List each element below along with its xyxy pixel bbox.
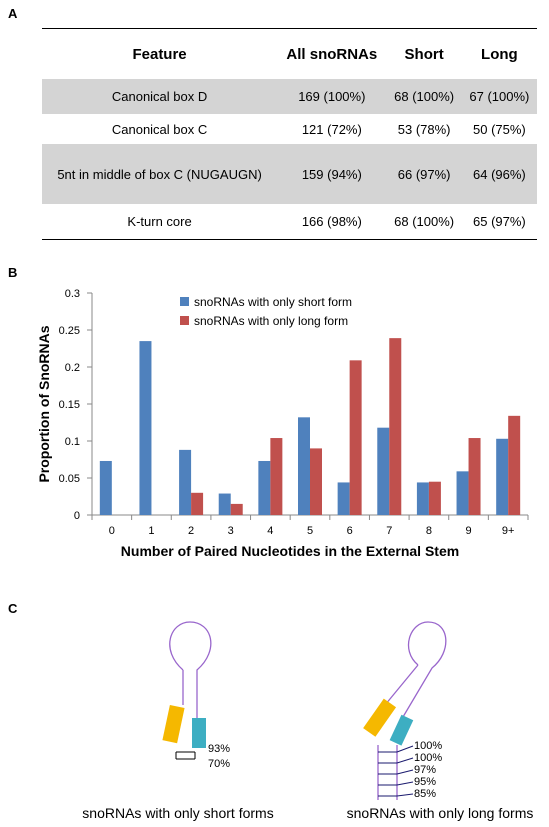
cell: 68 (100%) [386, 204, 462, 240]
row: Canonical box C 121 (72%) 53 (78%) 50 (7… [42, 114, 537, 144]
pair-label: 95% [414, 776, 436, 788]
hairpin-short [169, 621, 212, 718]
x-tick-label: 7 [386, 525, 392, 537]
cell: 159 (94%) [277, 144, 387, 204]
bar [99, 460, 112, 515]
row: Canonical box D 169 (100%) 68 (100%) 67 … [42, 79, 537, 114]
cell: 65 (97%) [461, 204, 537, 240]
pair-label: 97% [414, 764, 436, 776]
cell: Canonical box D [42, 79, 278, 114]
bar [230, 503, 243, 515]
x-axis-title: Number of Paired Nucleotides in the Exte… [121, 543, 459, 559]
header-row: Feature All snoRNAs Short Long [42, 28, 537, 79]
row: 5nt in middle of box C (NUGAUGN) 159 (94… [42, 144, 537, 204]
cell: 169 (100%) [277, 79, 387, 114]
cell: Canonical box C [111, 121, 208, 137]
stem-pairs [175, 751, 196, 760]
bar [139, 341, 152, 515]
panel-label: A [8, 6, 18, 21]
bar [218, 493, 231, 515]
y-tick-label: 0.25 [59, 325, 80, 337]
cell: 66 (97%) [386, 144, 462, 204]
pair-label: 100% [414, 740, 442, 752]
cell: K-turn core [42, 204, 278, 240]
x-tick-label: 1 [148, 525, 154, 537]
x-tick-label: 4 [267, 525, 273, 537]
caption: snoRNAs with only long forms [347, 805, 534, 821]
y-axis-title: Proportion of SnoRNAs [36, 325, 52, 482]
y-tick-label: 0.1 [65, 436, 80, 448]
bar [468, 438, 481, 515]
y-tick-label: 0.3 [65, 288, 80, 300]
bar [310, 448, 322, 515]
caption: snoRNAs with only short forms [82, 805, 273, 821]
legend-swatch [180, 297, 189, 306]
y-tick-label: 0 [74, 510, 80, 522]
x-tick-label: 3 [228, 525, 234, 537]
bar [337, 482, 350, 515]
pair-label: 70% [208, 758, 230, 770]
row: K-turn core 166 (98%) 68 (100%) 65 (97%) [42, 204, 537, 240]
cell: 5nt in middle of box C (NUGAUGN) [42, 144, 278, 204]
legend-label: snoRNAs with only short form [194, 295, 352, 309]
panel-label: B [8, 265, 17, 280]
cell: 64 (96%) [461, 144, 537, 204]
x-tick-label: 6 [347, 525, 353, 537]
bar [389, 338, 402, 515]
bar [377, 427, 390, 515]
bar [191, 492, 204, 515]
bar [270, 438, 283, 515]
pair-label: 93% [208, 743, 230, 755]
x-tick-label: 2 [188, 525, 194, 537]
cell: 121 (72%) [301, 121, 362, 137]
x-tick-label: 9 [465, 525, 471, 537]
bar [456, 471, 469, 515]
pair-label: 85% [414, 788, 436, 800]
x-tick-label: 8 [426, 525, 432, 537]
feature-table: Feature All snoRNAs Short Long Canonical… [42, 28, 537, 240]
cell: 67 (100%) [461, 79, 537, 114]
bar [416, 482, 429, 515]
cell: 50 (75%) [473, 121, 526, 137]
header-cell: All snoRNAs [277, 28, 387, 79]
cell: 166 (98%) [277, 204, 387, 240]
x-tick-label: 0 [109, 525, 115, 537]
bar [349, 360, 362, 515]
hairpin-long [377, 621, 447, 800]
stem-pairs [378, 745, 414, 797]
bar [428, 481, 441, 515]
box-c [363, 698, 397, 737]
bar [496, 438, 509, 515]
y-tick-label: 0.15 [59, 399, 80, 411]
box-c [162, 704, 185, 744]
bar [298, 417, 310, 515]
header-cell: Long [461, 28, 537, 79]
cell: 68 (100%) [386, 79, 462, 114]
x-tick-label: 5 [307, 525, 313, 537]
cell: 53 (78%) [397, 121, 451, 137]
y-tick-label: 0.2 [65, 362, 80, 374]
box-d [389, 714, 414, 746]
bar [258, 460, 271, 515]
legend-label: snoRNAs with only long form [194, 314, 348, 328]
header-cell: Short [386, 28, 462, 79]
x-tick-label: 9+ [502, 525, 515, 537]
y-tick-label: 0.05 [59, 473, 80, 485]
bar [508, 415, 521, 515]
header-cell: Feature [42, 28, 278, 79]
box-d [192, 718, 206, 748]
bar [179, 449, 192, 515]
panel-label: C [8, 601, 18, 616]
legend-swatch [180, 316, 189, 325]
pair-label: 100% [414, 752, 442, 764]
